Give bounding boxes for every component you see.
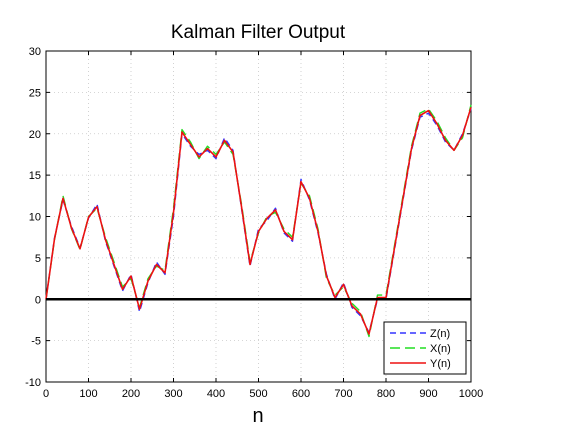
- legend-label: Y(n): [430, 358, 451, 370]
- x-tick-label: 600: [292, 388, 310, 400]
- x-tick-label: 400: [207, 388, 225, 400]
- legend-label: Z(n): [430, 328, 450, 340]
- y-tick-label: 20: [29, 129, 41, 141]
- y-tick-label: 10: [29, 212, 41, 224]
- x-tick-label: 300: [164, 388, 182, 400]
- x-tick-label: 200: [122, 388, 140, 400]
- legend-label: X(n): [430, 343, 451, 355]
- series-layer: [45, 104, 472, 338]
- y-tick-label: 0: [35, 294, 41, 306]
- chart-title: Kalman Filter Output: [171, 22, 346, 43]
- y-tick-label: 15: [29, 170, 41, 182]
- y-tick-label: -10: [25, 377, 41, 389]
- x-tick-label: 900: [419, 388, 437, 400]
- x-tick-label: 1000: [459, 388, 483, 400]
- x-tick-label: 800: [377, 388, 395, 400]
- x-axis-label: n: [252, 405, 263, 427]
- series-line-yn: [45, 107, 472, 335]
- x-tick-label: 0: [43, 388, 49, 400]
- legend: Z(n) X(n) Y(n): [383, 321, 467, 375]
- axis-ticks: 0 100 200 300 400 500 600 700 800 900 1000 -10 -5 0 5 1…: [25, 46, 483, 400]
- y-tick-label: 30: [29, 46, 41, 58]
- x-tick-label: 500: [249, 388, 267, 400]
- y-tick-label: 25: [29, 87, 41, 99]
- y-tick-label: 5: [35, 253, 41, 265]
- x-tick-label: 100: [79, 388, 97, 400]
- y-tick-label: -5: [31, 336, 41, 348]
- x-tick-label: 700: [334, 388, 352, 400]
